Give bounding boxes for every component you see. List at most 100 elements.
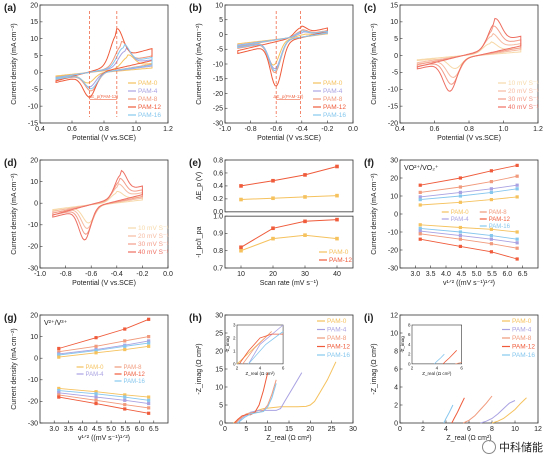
panel-f: (f) 3.0 3.5 4.0 4.5 5.0 5.5 6.0 6.5 -30 -20 -10 0 10 2… [364, 157, 539, 287]
redox-pair-label: VO²⁺/VO₂⁺ [404, 165, 439, 172]
y-tick-label: 10 [215, 384, 223, 391]
data-point [515, 163, 519, 167]
fit-line [420, 230, 518, 244]
cv-curve [416, 17, 522, 92]
y-tick-label: -30 [28, 265, 38, 272]
data-point [458, 234, 463, 238]
y-tick-label: -20 [388, 120, 398, 127]
data-point [458, 244, 463, 248]
x-tick-label: 4 [444, 426, 448, 433]
y-tick-label: -10 [28, 377, 38, 384]
data-point [147, 398, 151, 402]
data-point [123, 403, 127, 407]
y-axis-label: Current density (mA cm⁻²) [371, 173, 378, 255]
fit-line [420, 238, 518, 260]
y-tick-label: -15 [213, 76, 223, 83]
y-tick-label: 20 [390, 175, 398, 182]
y-tick-label: 2 [394, 402, 398, 409]
x-tick-label: 6.5 [518, 271, 528, 278]
y-tick-label: 0 [394, 211, 398, 218]
y-axis-label: Current density (mA cm⁻²) [371, 23, 378, 105]
data-point [515, 237, 519, 241]
legend-entry: PAM-12 [323, 104, 346, 111]
x-tick-label: 2 [421, 426, 425, 433]
x-tick-label: 30 [301, 271, 309, 278]
y-tick-label: 0.6 [213, 170, 223, 177]
data-point [515, 183, 519, 187]
nyquist-curve [463, 395, 493, 424]
x-tick-label: 0 [223, 426, 227, 433]
y-axis-label: Current density (mA cm⁻²) [11, 23, 18, 105]
inset-y-axis-label: -Z_imag [400, 336, 405, 353]
data-point [94, 351, 98, 355]
data-point [458, 190, 463, 194]
y-tick-label: 10 [30, 36, 38, 43]
watermark-text: 中科储能 [499, 441, 543, 454]
data-point [94, 349, 98, 353]
x-tick-label: -0.4 [296, 126, 308, 133]
legend-entry: PAM-4 [86, 372, 105, 378]
x-tick-label: 1.2 [533, 126, 543, 133]
panel-letter: (h) [189, 313, 202, 324]
data-point [239, 248, 243, 253]
y-tick-label: 5 [34, 53, 38, 60]
inset-y-tick-label: 6 [408, 332, 411, 337]
panel-letter: (f) [364, 158, 374, 169]
legend-entry: PAM-8 [138, 96, 158, 103]
data-point [303, 233, 307, 237]
data-point [57, 391, 61, 395]
x-tick-label: 10 [264, 426, 272, 433]
legend-entry: PAM-16 [138, 112, 161, 119]
data-point [418, 190, 422, 194]
panel-e: (e) 0.0 0.2 0.4 0.6 0.8 10 20 30 40 0.7 0.8 0.9 1.0 Sc… [189, 157, 354, 287]
data-point [147, 341, 151, 345]
y-axis-label: Current density (mA cm⁻²) [11, 173, 18, 255]
panel-letter: (i) [364, 313, 373, 324]
x-tick-label: -0.2 [321, 126, 333, 133]
fit-line [58, 390, 149, 401]
x-tick-label: 10 [237, 271, 245, 278]
nyquist-curve [491, 397, 527, 424]
watermark: 中科储能 [482, 439, 543, 455]
legend-entry: PAM-16 [489, 224, 511, 230]
y-tick-label: 15 [215, 366, 223, 373]
y-tick-label: -20 [28, 399, 38, 406]
data-point [515, 246, 519, 250]
legend-entry: 20 mV S⁻¹ [508, 88, 539, 95]
data-point [57, 353, 61, 357]
inset-x-tick-label: 2 [236, 365, 239, 370]
data-point [515, 257, 519, 261]
x-tick-label: 20 [269, 271, 277, 278]
legend-entry: PAM-12 [327, 344, 350, 351]
x-tick-label: 6 [467, 426, 471, 433]
x-tick-label: 4.0 [78, 426, 88, 433]
x-axis-label: Z_real (Ω cm²) [446, 435, 491, 442]
legend-entry: PAM-4 [327, 327, 347, 334]
data-point [147, 411, 151, 415]
x-tick-label: 15 [285, 426, 293, 433]
data-point [123, 339, 127, 343]
x-tick-label: 5.0 [106, 426, 116, 433]
data-point [94, 395, 98, 399]
data-point [94, 401, 98, 406]
cv-curve [52, 183, 143, 230]
data-point [271, 196, 275, 201]
y-tick-label: 10 [215, 2, 223, 9]
data-point [489, 169, 493, 173]
panel-b: (b) -1.0 -0.8 -0.6 -0.4 -0.2 0.0 -30 -25 -20 -15 -1… [189, 2, 358, 142]
legend-entry: PAM-0 [327, 318, 347, 325]
y-tick-label: 0.9 [213, 231, 223, 238]
cv-curve [52, 177, 143, 235]
legend-entry: PAM-8 [323, 96, 343, 103]
legend-entry: 40 mV S⁻¹ [508, 104, 539, 111]
legend-entry: PAM-12 [124, 372, 146, 378]
inset-x-axis-label: Z_real (Ω cm²) [422, 371, 452, 376]
data-point [271, 226, 275, 231]
fit-line [58, 318, 149, 349]
legend-entry: PAM-4 [138, 88, 158, 95]
y-tick-label: 5 [219, 17, 223, 24]
data-point [94, 398, 98, 402]
inset-y-tick-label: 8 [408, 323, 411, 328]
legend-entry: PAM-0 [86, 365, 105, 371]
